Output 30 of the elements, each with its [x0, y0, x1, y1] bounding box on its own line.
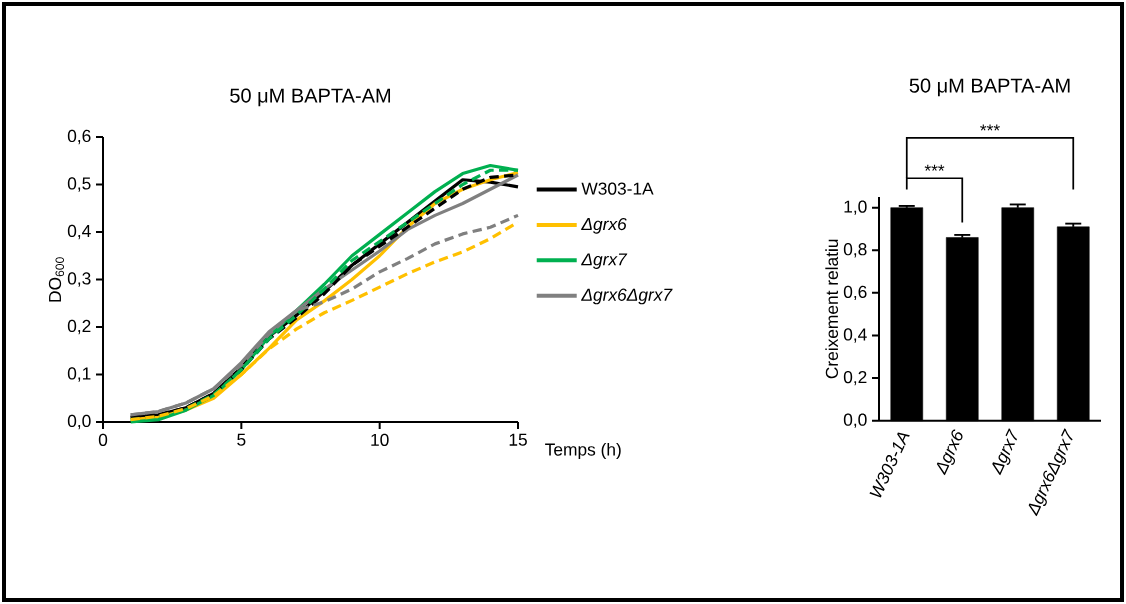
x-tick-label: 5 — [237, 433, 246, 446]
x-tick-label: Δgrx7 — [992, 428, 1018, 476]
x-tick-label: 15 — [509, 433, 527, 446]
y-tick-label: 0,4 — [843, 328, 867, 343]
legend-label: Δgrx6Δgrx7 — [581, 288, 673, 305]
y-tick-label: 0,2 — [843, 370, 867, 386]
y-tick-label: 0,1 — [67, 367, 91, 382]
chart-title: 50 μM BAPTA-AM — [909, 78, 1070, 97]
legend-label: Δgrx6 — [581, 217, 627, 234]
text: *** — [924, 164, 945, 171]
y-tick-label: 0,0 — [67, 414, 91, 430]
y-tick-label: 0,6 — [67, 129, 91, 145]
x-tick-label: 10 — [371, 433, 389, 446]
y-tick-label: 0,0 — [843, 413, 867, 428]
legend-label: Δgrx7 — [581, 253, 628, 269]
legend-label: W303-1A — [581, 182, 654, 195]
y-tick-label: 0,3 — [67, 272, 91, 287]
y-axis-title: DO$_{600}$ — [48, 257, 65, 302]
text: *** — [980, 124, 1000, 131]
y-tick-label: 0,4 — [67, 224, 91, 240]
y-axis-title: Creixement relatiu — [825, 239, 839, 379]
y-tick-label: 0,5 — [67, 177, 91, 192]
y-tick-label: 0,2 — [67, 319, 91, 335]
x-tick-label: Δgrx6 — [936, 429, 963, 476]
chart-title: 50 μM BAPTA-AM — [230, 88, 391, 107]
x-tick-label: 0 — [98, 433, 108, 446]
y-tick-label: 0,6 — [843, 285, 867, 301]
y-tick-label: 1,0 — [844, 200, 867, 215]
y-tick-label: 0,8 — [843, 243, 867, 258]
x-axis-title: Temps (h) — [545, 442, 621, 460]
